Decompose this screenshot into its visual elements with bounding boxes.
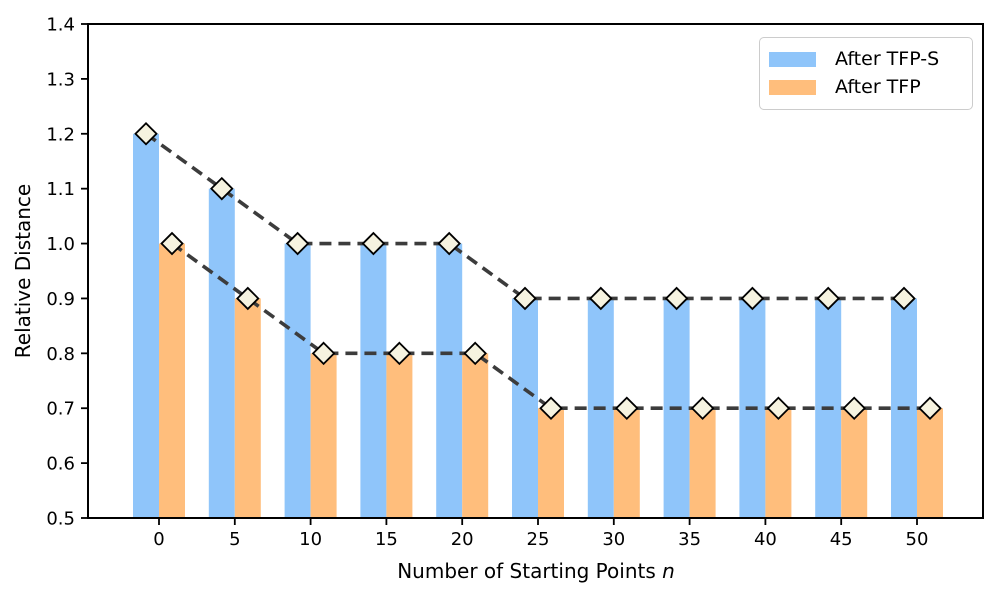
- y-tick-label: 1.3: [46, 69, 75, 90]
- diamond-marker: [311, 341, 336, 366]
- trend-line-after-tfp: [170, 242, 930, 411]
- diamond-marker: [387, 341, 412, 366]
- legend-swatch-after-tfp: [769, 80, 816, 95]
- x-tick-label: 40: [754, 529, 777, 550]
- y-tick-label: 1.2: [46, 124, 75, 145]
- diamond-marker: [690, 396, 715, 420]
- diamond-marker: [816, 286, 840, 311]
- y-tick-label: 0.9: [46, 289, 75, 310]
- bar-after-tfp: [538, 408, 564, 518]
- diamond-marker: [615, 396, 639, 420]
- diamond-marker: [513, 286, 537, 311]
- diamond-marker: [134, 122, 158, 146]
- y-axis-label: Relative Distance: [11, 183, 35, 359]
- diamond-marker: [437, 231, 461, 256]
- x-tick-label: 10: [299, 529, 322, 550]
- diamond-marker: [236, 286, 260, 311]
- bar-after-tfp-s: [284, 243, 311, 519]
- legend-entry-after-tfp: After TFP: [769, 78, 962, 97]
- legend-label-after-tfp: After TFP: [835, 76, 921, 98]
- x-tick-label: 0: [153, 529, 164, 550]
- bar-after-tfp-s: [208, 188, 235, 518]
- x-tick-label: 20: [451, 529, 474, 550]
- y-tick-label: 0.5: [46, 509, 75, 530]
- bar-after-tfp-s: [436, 243, 463, 519]
- bar-after-tfp: [689, 408, 716, 518]
- diamond-marker: [892, 286, 916, 311]
- diamond-marker: [842, 396, 866, 420]
- x-tick-label: 25: [527, 529, 550, 550]
- diamond-marker: [285, 231, 310, 256]
- x-tick-label: 15: [375, 529, 398, 550]
- x-tick-label: 35: [678, 529, 701, 550]
- diamond-marker: [740, 286, 765, 311]
- diamond-marker: [361, 231, 386, 256]
- x-axis-label-text: Number of Starting Points: [397, 559, 663, 583]
- bar-after-tfp-s: [133, 133, 159, 518]
- diamond-marker: [766, 396, 791, 420]
- bar-after-tfp: [765, 408, 792, 518]
- bar-after-tfp: [386, 353, 413, 518]
- diamond-marker: [210, 176, 234, 201]
- x-axis-label-variable: n: [662, 559, 675, 583]
- bar-after-tfp-s: [360, 243, 387, 519]
- diamond-marker: [539, 396, 563, 420]
- x-tick-label: 5: [229, 529, 240, 550]
- bar-after-tfp: [841, 408, 868, 518]
- y-tick-label: 0.6: [46, 454, 75, 475]
- bar-after-tfp: [310, 353, 337, 518]
- trend-line-after-tfp-s: [144, 132, 904, 301]
- y-tick-label: 1.0: [46, 234, 75, 255]
- legend-swatch-after-tfp-s: [769, 52, 816, 67]
- bar-after-tfp-s: [512, 298, 538, 518]
- y-tick-label: 1.1: [46, 179, 75, 200]
- bar-after-tfp: [613, 408, 640, 518]
- x-tick-label: 30: [602, 529, 625, 550]
- diamond-marker: [160, 231, 184, 256]
- legend: After TFP-S After TFP: [759, 37, 973, 110]
- diamond-marker: [463, 341, 487, 366]
- bar-after-tfp: [462, 353, 489, 518]
- diamond-marker: [589, 286, 613, 311]
- y-tick-label: 0.8: [46, 344, 75, 365]
- bar-after-tfp: [234, 298, 261, 518]
- diamond-marker: [918, 396, 942, 420]
- x-tick-label: 50: [906, 529, 929, 550]
- bar-after-tfp: [159, 243, 185, 519]
- bar-after-tfp: [917, 408, 943, 518]
- legend-entry-after-tfp-s: After TFP-S: [769, 50, 962, 69]
- x-axis-label: Number of Starting Points n: [397, 559, 675, 583]
- y-tick-label: 0.7: [46, 399, 75, 420]
- y-tick-label: 1.4: [46, 15, 75, 36]
- legend-label-after-tfp-s: After TFP-S: [835, 48, 940, 70]
- diamond-marker: [664, 286, 689, 311]
- axes-spines: [87, 23, 984, 519]
- x-tick-label: 45: [830, 529, 853, 550]
